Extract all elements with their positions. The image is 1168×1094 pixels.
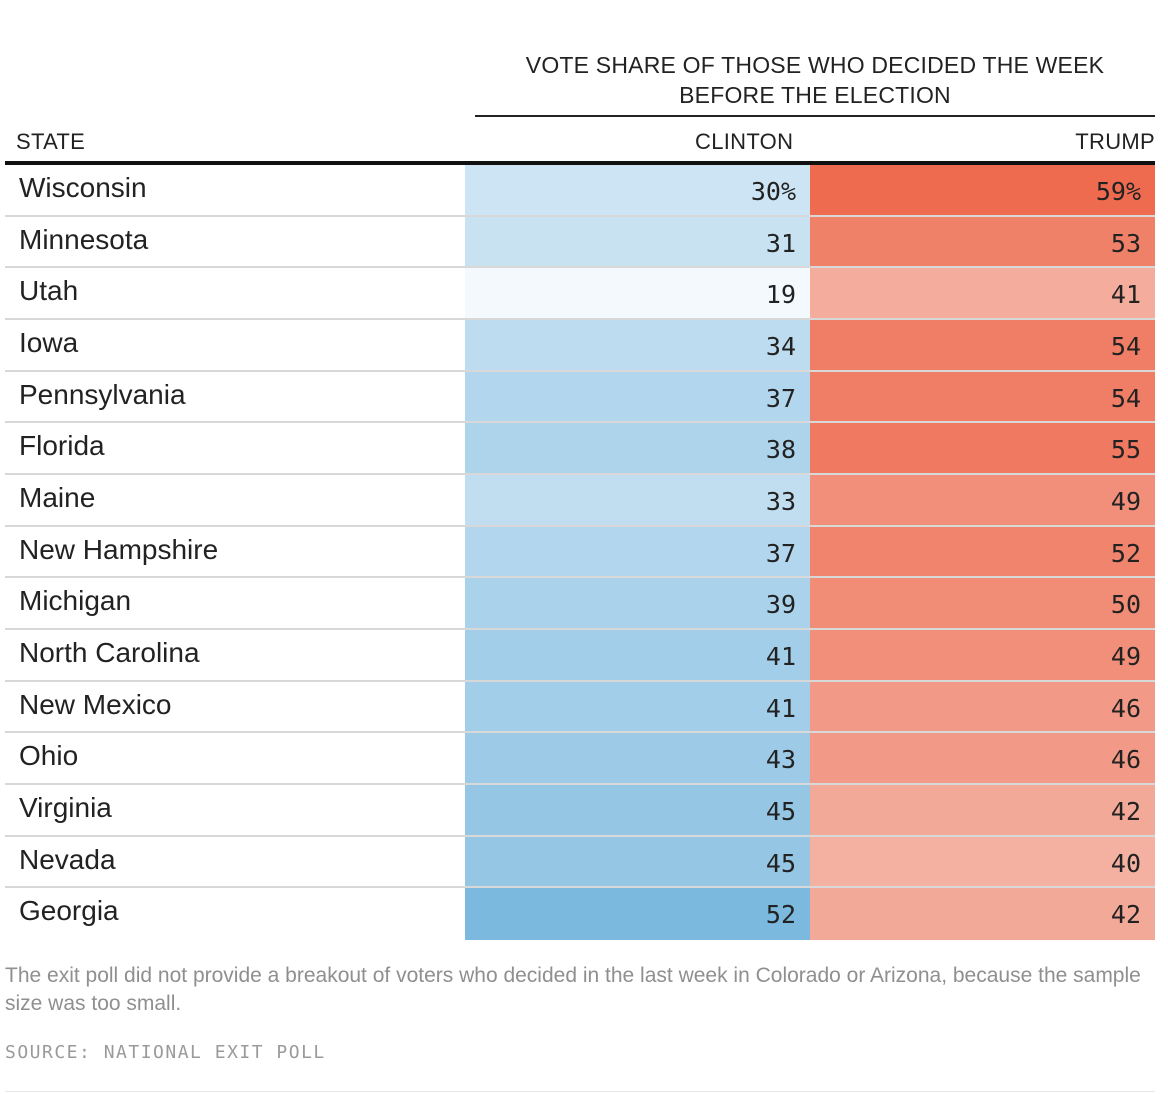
- trump-value: 59%: [810, 165, 1155, 217]
- table-row: North Carolina 41 49: [5, 629, 1155, 682]
- column-header-trump[interactable]: TRUMP: [1075, 129, 1155, 154]
- table-row: Ohio 43 46: [5, 733, 1155, 785]
- state-name: North Carolina: [19, 636, 200, 668]
- row-divider: [5, 731, 1155, 734]
- clinton-value: 41: [465, 629, 810, 682]
- state-name: Ohio: [19, 740, 79, 772]
- clinton-value: 41: [465, 681, 810, 734]
- clinton-value: 30%: [465, 165, 810, 217]
- clinton-value: 37: [465, 371, 810, 424]
- trump-value: 53: [810, 216, 1155, 269]
- row-divider: [5, 627, 1155, 630]
- row-divider: [5, 421, 1155, 424]
- group-header: VOTE SHARE OF THOSE WHO DECIDED THE WEEK…: [525, 52, 1105, 108]
- clinton-value: 19: [465, 268, 810, 320]
- clinton-value: 31: [465, 216, 810, 269]
- trump-value: 49: [810, 629, 1155, 682]
- state-name: Michigan: [19, 585, 132, 617]
- table-row: Wisconsin 30% 59%: [5, 165, 1155, 217]
- row-divider: [5, 472, 1155, 475]
- clinton-value: 34: [465, 319, 810, 372]
- table-row: Virginia 45 42: [5, 784, 1155, 837]
- trump-value: 46: [810, 733, 1155, 785]
- clinton-value: 52: [465, 888, 810, 940]
- row-divider: [5, 214, 1155, 217]
- trump-value: 54: [810, 319, 1155, 372]
- clinton-value: 45: [465, 784, 810, 837]
- row-divider: [5, 782, 1155, 785]
- table-row: Pennsylvania 37 54: [5, 371, 1155, 424]
- column-header-state[interactable]: STATE: [16, 129, 86, 154]
- clinton-value: 45: [465, 836, 810, 889]
- row-divider: [5, 834, 1155, 837]
- row-divider: [5, 317, 1155, 320]
- state-name: Nevada: [19, 843, 116, 875]
- header-rule: [5, 161, 1155, 165]
- table-row: Maine 33 49: [5, 474, 1155, 527]
- trump-value: 52: [810, 526, 1155, 579]
- state-name: Virginia: [19, 791, 112, 823]
- state-name: Pennsylvania: [19, 378, 186, 410]
- column-header-clinton[interactable]: CLINTON: [695, 129, 794, 154]
- clinton-value: 38: [465, 423, 810, 475]
- trump-value: 42: [810, 784, 1155, 837]
- trump-value: 55: [810, 423, 1155, 475]
- trump-value: 50: [810, 578, 1155, 630]
- table-row: Michigan 39 50: [5, 578, 1155, 630]
- table-row: Utah 19 41: [5, 268, 1155, 320]
- group-header-rule: [475, 115, 1155, 117]
- state-name: Florida: [19, 430, 105, 462]
- state-name: Minnesota: [19, 223, 149, 255]
- state-name: Utah: [19, 275, 79, 307]
- state-name: Maine: [19, 481, 96, 513]
- bottom-rule: [5, 1091, 1155, 1092]
- row-divider: [5, 886, 1155, 889]
- row-divider: [5, 576, 1155, 579]
- trump-value: 49: [810, 474, 1155, 527]
- clinton-value: 37: [465, 526, 810, 579]
- table-row: Minnesota 31 53: [5, 216, 1155, 269]
- trump-value: 54: [810, 371, 1155, 424]
- row-divider: [5, 679, 1155, 682]
- table-row: Georgia 52 42: [5, 888, 1155, 940]
- clinton-value: 33: [465, 474, 810, 527]
- table-row: Iowa 34 54: [5, 319, 1155, 372]
- trump-value: 41: [810, 268, 1155, 320]
- state-name: New Mexico: [19, 688, 172, 720]
- clinton-value: 39: [465, 578, 810, 630]
- state-name: Iowa: [19, 326, 79, 358]
- source-note: SOURCE: NATIONAL EXIT POLL: [5, 1042, 326, 1063]
- table-row: New Mexico 41 46: [5, 681, 1155, 734]
- row-divider: [5, 524, 1155, 527]
- row-divider: [5, 266, 1155, 269]
- state-name: New Hampshire: [19, 533, 219, 565]
- table-row: Florida 38 55: [5, 423, 1155, 475]
- table-row: Nevada 45 40: [5, 836, 1155, 889]
- trump-value: 46: [810, 681, 1155, 734]
- trump-value: 42: [810, 888, 1155, 940]
- results-table: Wisconsin 30% 59% Minnesota 31 53 Utah 19 41 Iowa…: [5, 165, 1155, 940]
- trump-value: 40: [810, 836, 1155, 889]
- state-name: Wisconsin: [19, 172, 147, 203]
- row-divider: [5, 369, 1155, 372]
- table-row: New Hampshire 37 52: [5, 526, 1155, 579]
- footnote: The exit poll did not provide a breakout…: [5, 964, 1141, 1015]
- clinton-value: 43: [465, 733, 810, 785]
- state-name: Georgia: [19, 895, 119, 927]
